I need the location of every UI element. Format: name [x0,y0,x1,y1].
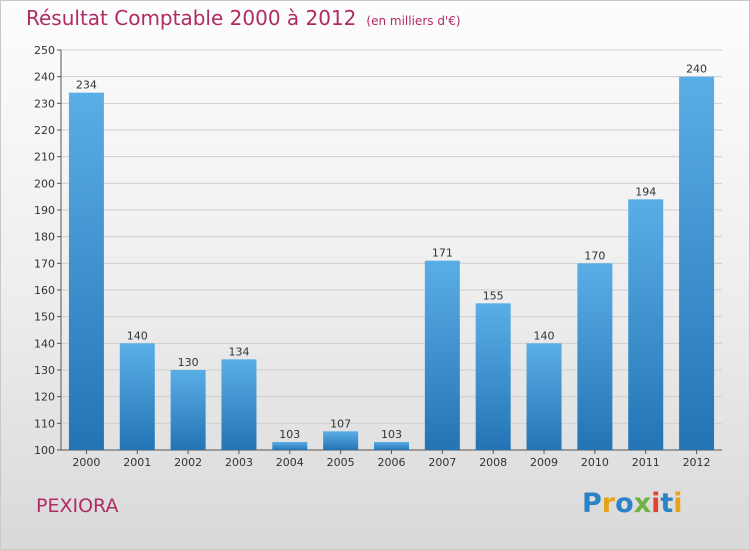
bar-2001 [119,343,155,450]
x-tick-label: 2000 [72,456,100,469]
bar-2007 [424,260,460,450]
y-tick-label: 190 [34,204,55,217]
bar-2006 [374,442,409,450]
y-tick-label: 250 [34,44,55,57]
y-tick-label: 240 [34,71,55,84]
bar-2000 [68,92,104,451]
x-tick-label: 2012 [683,456,711,469]
bar-2012 [679,76,715,451]
bar-2002 [170,370,206,450]
bar-2005 [323,431,359,450]
logo-letter: t [660,488,674,519]
x-tick-label: 2007 [428,456,456,469]
data-label: 234 [76,79,97,92]
data-label: 103 [279,428,300,441]
data-label: 240 [686,63,707,76]
logo-letter: i [673,488,683,519]
x-tick-label: 2005 [327,456,355,469]
y-tick-label: 160 [34,284,55,297]
bar-2010 [577,263,613,450]
title-unit: (en milliers d'€) [366,14,461,28]
commune-name: PEXIORA [36,495,119,517]
bar-2004 [272,442,308,450]
x-tick-label: 2009 [530,456,558,469]
x-tick-label: 2010 [581,456,609,469]
x-tick-label: 2006 [378,456,406,469]
data-label: 194 [635,185,656,198]
proxiti-logo: Proxiti [582,488,683,519]
logo-letter: i [651,488,661,519]
data-label: 107 [330,417,351,430]
y-tick-label: 170 [34,257,55,270]
y-tick-label: 140 [34,337,55,350]
x-tick-label: 2011 [632,456,660,469]
y-tick-label: 100 [34,444,55,457]
y-tick-label: 220 [34,124,55,137]
data-label: 140 [127,329,148,342]
x-tick-label: 2008 [479,456,507,469]
data-label: 155 [483,289,504,302]
y-tick-label: 180 [34,231,55,244]
data-label: 140 [534,329,555,342]
title-main: Résultat Comptable 2000 à 2012 [26,6,357,30]
data-label: 170 [584,249,605,262]
x-tick-label: 2004 [276,456,304,469]
logo-letter: P [582,488,602,519]
logo-letter: x [633,488,652,519]
y-tick-label: 230 [34,97,55,110]
chart-title: Résultat Comptable 2000 à 2012 (en millie… [26,6,461,30]
y-tick-label: 130 [34,364,55,377]
bar-2008 [475,303,511,450]
x-tick-label: 2001 [123,456,151,469]
data-label: 171 [432,247,453,260]
x-tick-label: 2003 [225,456,253,469]
logo-letter: r [601,488,616,519]
bar-2009 [526,343,562,450]
x-tick-label: 2002 [174,456,202,469]
y-tick-label: 150 [34,311,55,324]
y-tick-label: 210 [34,151,55,164]
data-label: 103 [381,428,402,441]
data-label: 134 [228,345,249,358]
logo-letter: o [615,488,634,519]
y-tick-label: 200 [34,177,55,190]
y-tick-label: 120 [34,391,55,404]
data-label: 130 [178,356,199,369]
bar-2011 [628,199,664,450]
bar-2003 [221,359,257,450]
y-tick-label: 110 [34,417,55,430]
